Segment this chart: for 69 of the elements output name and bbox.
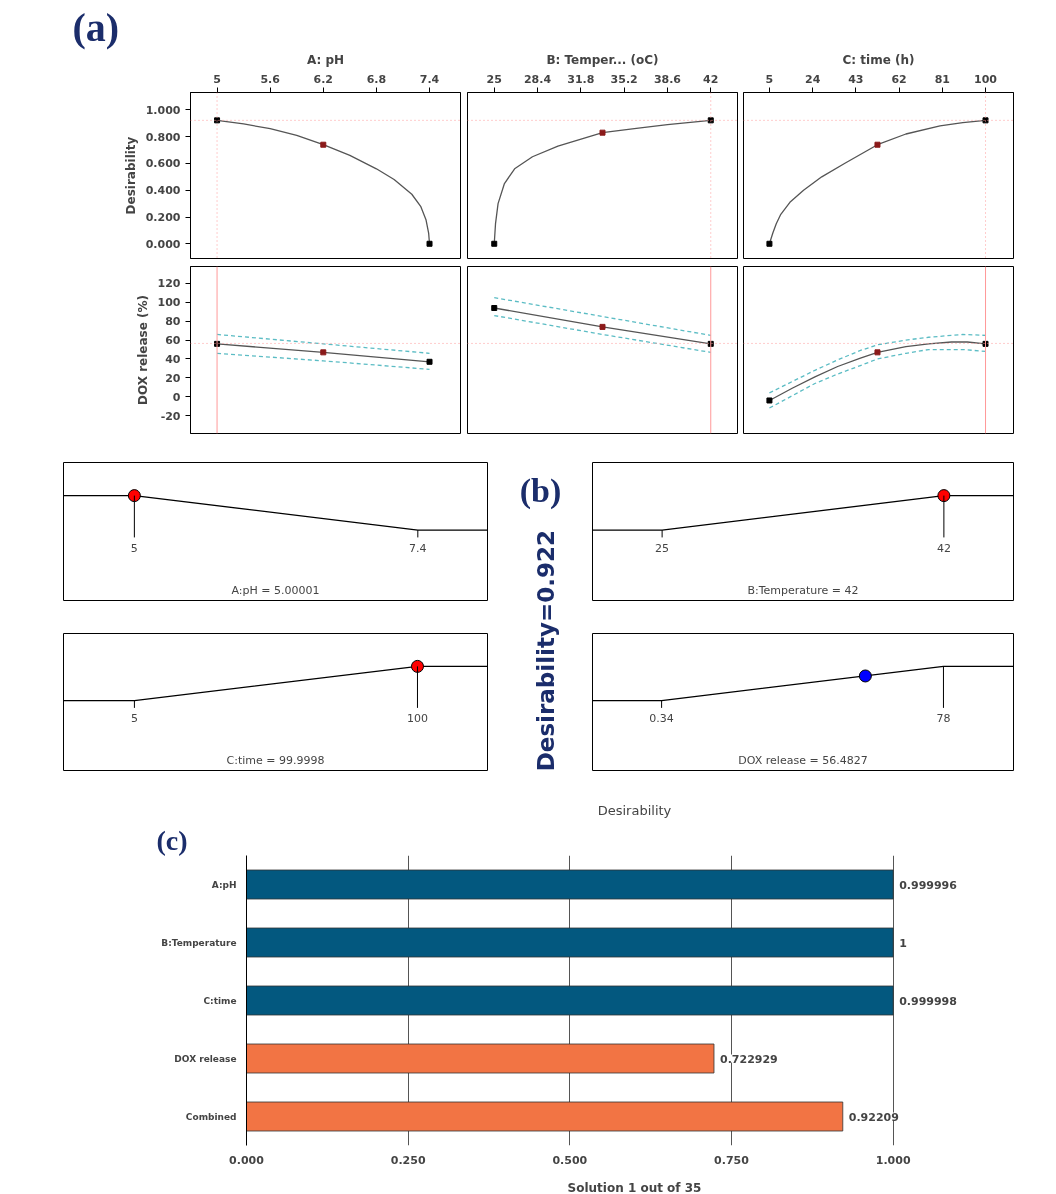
y-tick-label: 0.200 bbox=[145, 211, 181, 224]
x-tick-label: 100 bbox=[974, 72, 998, 86]
x-tick-label: 1.000 bbox=[875, 1153, 911, 1167]
x-tick-label: 28.4 bbox=[523, 72, 552, 86]
y-tick-label: 0 bbox=[172, 390, 181, 404]
text: Desirability=0.922 bbox=[532, 530, 559, 772]
x-axis-title: B:Temperature = 42 bbox=[747, 584, 859, 598]
x-axis-title: Solution 1 out of 35 bbox=[567, 1180, 702, 1194]
x-tick-label: 5 bbox=[213, 72, 221, 86]
x-tick-label: 42 bbox=[703, 72, 719, 86]
x-tick-label: 5 bbox=[130, 542, 138, 556]
y-tick-label: 80 bbox=[165, 315, 181, 329]
x-tick-label: 62 bbox=[891, 72, 907, 86]
data-label: 0.92209 bbox=[848, 1110, 899, 1124]
y-tick-label: 0.600 bbox=[145, 157, 181, 171]
x-tick-label: 100 bbox=[406, 712, 428, 726]
x-axis-title: B: Temper... (oC) bbox=[546, 52, 659, 67]
x-tick-label: 42 bbox=[936, 542, 951, 556]
x-axis-title: C:time = 99.9998 bbox=[226, 754, 325, 768]
chart-title: Desirability bbox=[597, 802, 672, 818]
x-tick-label: 38.6 bbox=[653, 72, 682, 86]
x-tick-label: 5 bbox=[130, 712, 138, 726]
y-tick-label: 20 bbox=[165, 371, 181, 385]
x-axis-title: A:pH = 5.00001 bbox=[231, 584, 320, 598]
x-tick-label: 24 bbox=[805, 72, 821, 86]
text: (c) bbox=[156, 824, 188, 856]
text: (b) bbox=[519, 472, 562, 511]
y-tick-label: B:Temperature bbox=[161, 937, 237, 948]
x-tick-label: 0.000 bbox=[229, 1153, 265, 1167]
x-tick-label: 25 bbox=[655, 542, 670, 556]
x-tick-label: 0.500 bbox=[552, 1153, 588, 1167]
data-label: 1 bbox=[899, 936, 907, 950]
data-label: 0.999998 bbox=[899, 994, 957, 1008]
y-tick-label: 100 bbox=[157, 296, 181, 310]
x-tick-label: 7.4 bbox=[409, 542, 427, 556]
x-tick-label: 25 bbox=[486, 72, 502, 86]
y-tick-label: A:pH bbox=[211, 879, 237, 890]
y-tick-label: 1.000 bbox=[145, 103, 181, 117]
x-tick-label: 7.4 bbox=[419, 72, 440, 86]
data-label: 0.999996 bbox=[899, 878, 958, 892]
x-tick-label: 6.8 bbox=[366, 72, 387, 86]
x-tick-label: 43 bbox=[848, 72, 864, 86]
y-tick-label: 0.800 bbox=[145, 130, 181, 144]
y-tick-label: C:time bbox=[203, 995, 237, 1006]
x-axis-title: C: time (h) bbox=[842, 52, 915, 67]
y-tick-label: -20 bbox=[160, 409, 181, 423]
x-tick-label: 6.2 bbox=[313, 72, 334, 86]
x-tick-label: 5 bbox=[765, 72, 774, 86]
y-tick-label: 120 bbox=[157, 277, 181, 291]
x-tick-label: 35.2 bbox=[610, 72, 638, 86]
x-tick-label: 0.34 bbox=[649, 712, 674, 726]
text: (a) bbox=[72, 4, 120, 50]
x-tick-label: 0.750 bbox=[714, 1153, 750, 1167]
y-axis-title: DOX release (%) bbox=[135, 294, 150, 406]
x-tick-label: 78 bbox=[936, 712, 951, 726]
y-tick-label: 0.400 bbox=[145, 184, 181, 198]
y-axis-title: Desirability bbox=[123, 136, 138, 215]
x-tick-label: 5.6 bbox=[260, 72, 281, 86]
data-label: 0.722929 bbox=[719, 1052, 778, 1066]
y-tick-label: 60 bbox=[165, 334, 181, 348]
x-axis-title: A: pH bbox=[306, 52, 345, 67]
x-tick-label: 0.250 bbox=[390, 1153, 426, 1167]
y-tick-label: Combined bbox=[185, 1111, 237, 1122]
x-tick-label: 31.8 bbox=[567, 72, 595, 86]
y-tick-label: 40 bbox=[165, 352, 181, 366]
x-axis-title: DOX release = 56.4827 bbox=[738, 754, 868, 768]
y-tick-label: DOX release bbox=[174, 1053, 237, 1064]
y-tick-label: 0.000 bbox=[145, 237, 181, 251]
x-tick-label: 81 bbox=[934, 72, 950, 86]
